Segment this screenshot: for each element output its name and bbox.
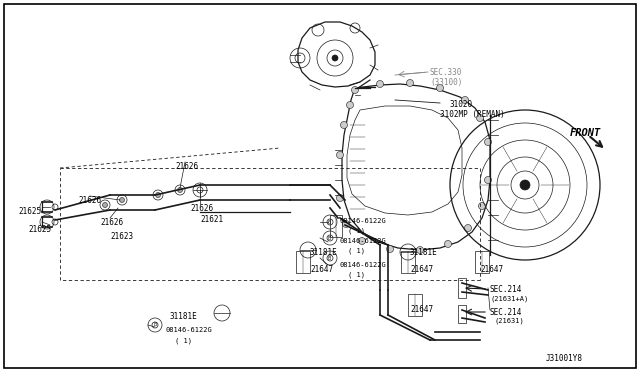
Text: 08146-6122G: 08146-6122G <box>340 238 387 244</box>
Text: 21626: 21626 <box>78 196 101 205</box>
Circle shape <box>177 187 182 192</box>
Bar <box>458 305 466 323</box>
Text: J31001Y8: J31001Y8 <box>546 354 583 363</box>
Text: ( 1): ( 1) <box>348 272 365 279</box>
Text: B: B <box>153 323 156 327</box>
Text: SEC.214: SEC.214 <box>490 308 522 317</box>
Circle shape <box>102 202 108 208</box>
Text: 21623: 21623 <box>110 232 133 241</box>
Bar <box>401 251 415 273</box>
Text: 31020: 31020 <box>450 100 473 109</box>
Bar <box>458 278 466 298</box>
Bar <box>330 215 342 237</box>
Text: 21647: 21647 <box>310 265 333 274</box>
Text: (33100): (33100) <box>430 78 462 87</box>
Text: 08146-6122G: 08146-6122G <box>165 327 212 333</box>
Text: 08146-6122G: 08146-6122G <box>340 218 387 224</box>
Text: 21621: 21621 <box>200 215 223 224</box>
Circle shape <box>445 241 451 247</box>
Text: ( 1): ( 1) <box>348 248 365 254</box>
Circle shape <box>351 87 358 93</box>
Text: 21625: 21625 <box>18 207 41 216</box>
Text: 08146-6122G: 08146-6122G <box>340 262 387 268</box>
Text: SEC.330: SEC.330 <box>430 68 462 77</box>
Bar <box>296 251 310 273</box>
Text: ( 1): ( 1) <box>348 228 365 234</box>
Text: 21647: 21647 <box>410 265 433 274</box>
Circle shape <box>436 84 444 92</box>
Text: 21626: 21626 <box>100 218 123 227</box>
Circle shape <box>520 180 530 190</box>
Circle shape <box>346 102 353 109</box>
Circle shape <box>120 198 125 202</box>
Text: 31181E: 31181E <box>410 248 438 257</box>
Circle shape <box>358 237 365 244</box>
Text: 21647: 21647 <box>410 305 433 314</box>
Text: B: B <box>328 235 332 241</box>
Text: 21626: 21626 <box>175 162 198 171</box>
Text: 31181E: 31181E <box>310 248 338 257</box>
Bar <box>408 294 422 316</box>
Text: 21626: 21626 <box>190 204 213 213</box>
Circle shape <box>376 80 383 87</box>
Text: (21631): (21631) <box>494 318 524 324</box>
Circle shape <box>465 224 472 231</box>
Text: B: B <box>328 256 332 260</box>
Circle shape <box>479 202 486 209</box>
Circle shape <box>332 55 338 61</box>
Text: FRONT: FRONT <box>570 128 601 138</box>
Circle shape <box>340 122 348 128</box>
Text: 21647: 21647 <box>480 265 503 274</box>
Text: 31181E: 31181E <box>170 312 198 321</box>
Circle shape <box>342 221 349 228</box>
Circle shape <box>417 247 424 253</box>
Text: 21625: 21625 <box>28 225 51 234</box>
Text: (21631+A): (21631+A) <box>490 295 528 301</box>
Circle shape <box>156 192 161 198</box>
Bar <box>475 251 489 273</box>
Circle shape <box>484 138 492 145</box>
Text: 3102MP (REMAN): 3102MP (REMAN) <box>440 110 505 119</box>
Circle shape <box>337 195 344 202</box>
Circle shape <box>337 151 344 158</box>
Circle shape <box>461 96 468 103</box>
Text: SEC.214: SEC.214 <box>490 285 522 294</box>
Text: ( 1): ( 1) <box>175 337 192 343</box>
Circle shape <box>406 80 413 87</box>
Circle shape <box>387 246 394 253</box>
Circle shape <box>477 115 483 122</box>
Circle shape <box>484 176 492 183</box>
Text: B: B <box>328 219 332 224</box>
